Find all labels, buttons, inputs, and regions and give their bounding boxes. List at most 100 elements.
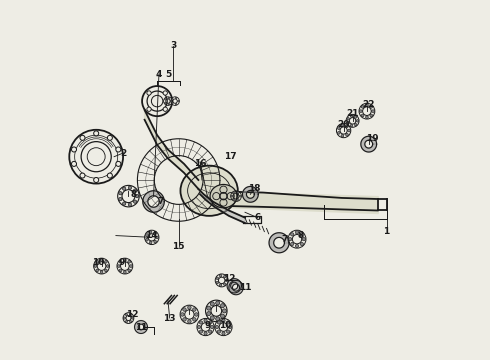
Circle shape bbox=[163, 107, 168, 111]
Circle shape bbox=[172, 102, 173, 104]
Polygon shape bbox=[145, 110, 198, 189]
Circle shape bbox=[220, 304, 224, 308]
Circle shape bbox=[300, 242, 303, 246]
Circle shape bbox=[366, 104, 368, 107]
Text: 3: 3 bbox=[170, 41, 176, 50]
Circle shape bbox=[104, 269, 107, 272]
Circle shape bbox=[122, 187, 126, 190]
Circle shape bbox=[154, 232, 156, 234]
Circle shape bbox=[128, 260, 130, 263]
Circle shape bbox=[347, 129, 350, 132]
Circle shape bbox=[94, 265, 97, 267]
Circle shape bbox=[165, 98, 166, 100]
Text: 13: 13 bbox=[164, 314, 176, 323]
Circle shape bbox=[210, 316, 214, 320]
Circle shape bbox=[356, 120, 359, 122]
Circle shape bbox=[220, 274, 222, 277]
Circle shape bbox=[193, 318, 196, 321]
Circle shape bbox=[291, 233, 294, 236]
Circle shape bbox=[181, 313, 184, 316]
Circle shape bbox=[133, 189, 137, 192]
Circle shape bbox=[295, 244, 298, 248]
Circle shape bbox=[175, 97, 177, 99]
Circle shape bbox=[231, 195, 233, 197]
Circle shape bbox=[237, 192, 239, 194]
Circle shape bbox=[193, 308, 196, 311]
Text: 20: 20 bbox=[338, 120, 350, 129]
Circle shape bbox=[129, 320, 131, 323]
Circle shape bbox=[210, 325, 214, 329]
Circle shape bbox=[341, 134, 344, 137]
Circle shape bbox=[104, 260, 107, 263]
Circle shape bbox=[233, 192, 235, 194]
Circle shape bbox=[168, 103, 170, 105]
Circle shape bbox=[347, 122, 349, 124]
Circle shape bbox=[96, 260, 98, 263]
Circle shape bbox=[125, 314, 127, 316]
Text: 5: 5 bbox=[165, 70, 171, 79]
Text: 10: 10 bbox=[92, 258, 104, 267]
Circle shape bbox=[116, 147, 121, 152]
Polygon shape bbox=[243, 186, 258, 202]
Circle shape bbox=[295, 231, 298, 234]
Circle shape bbox=[207, 306, 211, 310]
Circle shape bbox=[225, 279, 228, 282]
Circle shape bbox=[119, 260, 122, 263]
Circle shape bbox=[216, 301, 220, 305]
Circle shape bbox=[125, 320, 127, 323]
Text: 14: 14 bbox=[146, 231, 158, 240]
Circle shape bbox=[177, 100, 179, 102]
Circle shape bbox=[233, 199, 235, 201]
Circle shape bbox=[289, 238, 292, 241]
Circle shape bbox=[183, 308, 186, 311]
Circle shape bbox=[131, 317, 133, 319]
Circle shape bbox=[216, 277, 219, 279]
Circle shape bbox=[347, 117, 349, 120]
Text: 16: 16 bbox=[194, 159, 206, 168]
Circle shape bbox=[217, 330, 220, 333]
Circle shape bbox=[107, 135, 112, 140]
Circle shape bbox=[116, 161, 121, 166]
Text: 11: 11 bbox=[239, 283, 251, 292]
Text: 15: 15 bbox=[172, 242, 185, 251]
Text: 9: 9 bbox=[118, 258, 124, 267]
Circle shape bbox=[135, 194, 139, 198]
Circle shape bbox=[361, 114, 364, 117]
Text: 1: 1 bbox=[384, 228, 390, 237]
Circle shape bbox=[354, 116, 357, 118]
Circle shape bbox=[133, 200, 137, 203]
Circle shape bbox=[216, 317, 220, 321]
Circle shape bbox=[345, 125, 348, 128]
Circle shape bbox=[350, 124, 353, 127]
Polygon shape bbox=[135, 320, 147, 333]
Circle shape bbox=[128, 269, 130, 272]
Circle shape bbox=[156, 236, 158, 239]
Circle shape bbox=[371, 110, 374, 113]
Text: 9: 9 bbox=[204, 321, 211, 330]
Polygon shape bbox=[198, 189, 245, 223]
Circle shape bbox=[208, 321, 212, 324]
Circle shape bbox=[168, 97, 170, 99]
Circle shape bbox=[216, 325, 219, 329]
Circle shape bbox=[222, 309, 226, 313]
Circle shape bbox=[171, 100, 172, 102]
Circle shape bbox=[119, 269, 122, 272]
Polygon shape bbox=[269, 233, 289, 253]
Circle shape bbox=[291, 242, 294, 246]
Circle shape bbox=[122, 202, 126, 205]
Circle shape bbox=[123, 317, 125, 319]
Circle shape bbox=[146, 234, 148, 237]
Text: 7: 7 bbox=[158, 197, 164, 206]
Circle shape bbox=[188, 320, 191, 323]
Circle shape bbox=[350, 115, 353, 117]
Circle shape bbox=[80, 135, 85, 140]
Polygon shape bbox=[143, 191, 164, 212]
Text: 21: 21 bbox=[346, 109, 359, 118]
Circle shape bbox=[239, 195, 241, 197]
Text: 12: 12 bbox=[126, 310, 138, 319]
Circle shape bbox=[106, 265, 109, 267]
Circle shape bbox=[118, 265, 120, 267]
Circle shape bbox=[199, 330, 203, 333]
Circle shape bbox=[163, 91, 168, 95]
Circle shape bbox=[207, 312, 211, 316]
